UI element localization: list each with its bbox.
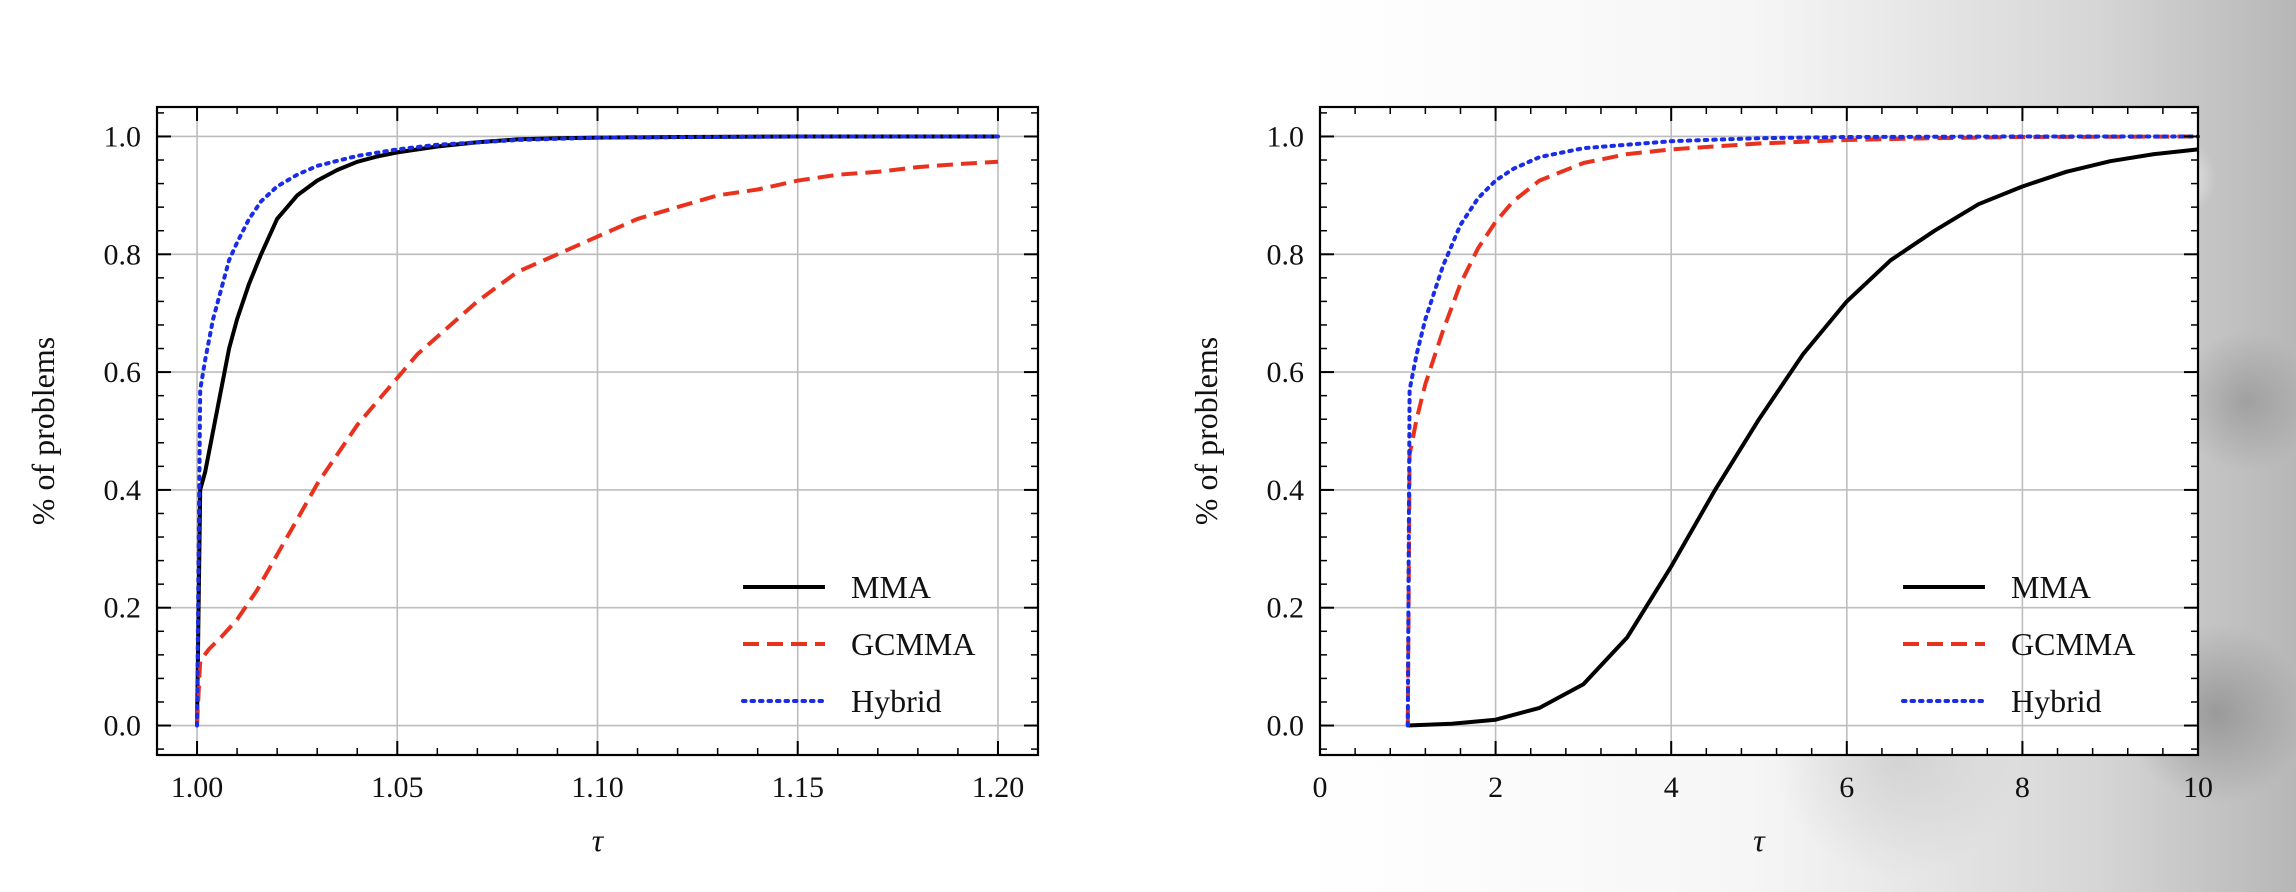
legend-label-hybrid: Hybrid (2011, 683, 2102, 719)
y-tick-label: 1.0 (1267, 120, 1305, 153)
series-line-mma (1407, 147, 2199, 728)
y-tick-label: 0.8 (104, 238, 142, 271)
y-tick-label: 0.6 (104, 356, 142, 389)
x-tick-label: 0 (1313, 771, 1328, 804)
x-tick-label: 1.05 (371, 771, 424, 804)
x-tick-label: 1.20 (972, 771, 1025, 804)
axes-frame (1318, 105, 2200, 757)
x-tick-label: 4 (1664, 771, 1679, 804)
chart-left: 1.00 1.05 1.10 1.15 1.20 0.0 0.2 0.4 0.6 0.8 1.0 τ%… (25, 105, 1040, 858)
x-tick-label: 1.10 (571, 771, 624, 804)
x-axis-label: τ (592, 822, 605, 858)
y-tick-label: 0.2 (1267, 592, 1305, 625)
x-tick-label: 10 (2183, 771, 2213, 804)
y-tick-label: 0.6 (1267, 356, 1305, 389)
series-line-gcmma (1405, 134, 2199, 726)
y-tick-label: 0.4 (1267, 474, 1305, 507)
y-axis-label: % of problems (25, 337, 61, 525)
x-tick-label: 2 (1488, 771, 1503, 804)
legend: MMA GCMMA Hybrid (1901, 569, 2135, 719)
y-tick-label: 1.0 (104, 120, 142, 153)
legend-label-hybrid: Hybrid (851, 683, 942, 719)
series-line-hybrid (1405, 134, 2200, 728)
y-tick-label: 0.2 (104, 592, 142, 625)
x-tick-label: 1.00 (171, 771, 224, 804)
x-tick-label: 6 (1839, 771, 1854, 804)
legend-label-mma: MMA (851, 569, 931, 605)
y-tick-label: 0.8 (1267, 238, 1305, 271)
legend-label-gcmma: GCMMA (851, 626, 975, 662)
chart-right: 0 2 4 6 8 10 0.0 0.2 0.4 0.6 0.8 1.0 τ % of problems M… (1188, 105, 2213, 858)
x-axis-label: τ (1753, 822, 1766, 858)
y-tick-label: 0.4 (104, 474, 142, 507)
series-line-hybrid (195, 134, 1000, 728)
legend-label-gcmma: GCMMA (2011, 626, 2135, 662)
legend: MMA GCMMA Hybrid (741, 569, 975, 719)
y-axis-label: % of problems (1188, 337, 1224, 525)
y-tick-label: 0.0 (1267, 710, 1305, 743)
series-line-gcmma (195, 159, 999, 726)
y-tick-label: 0.0 (104, 710, 142, 743)
x-tick-label: 1.15 (771, 771, 824, 804)
legend-label-mma: MMA (2011, 569, 2091, 605)
x-tick-label: 8 (2015, 771, 2030, 804)
